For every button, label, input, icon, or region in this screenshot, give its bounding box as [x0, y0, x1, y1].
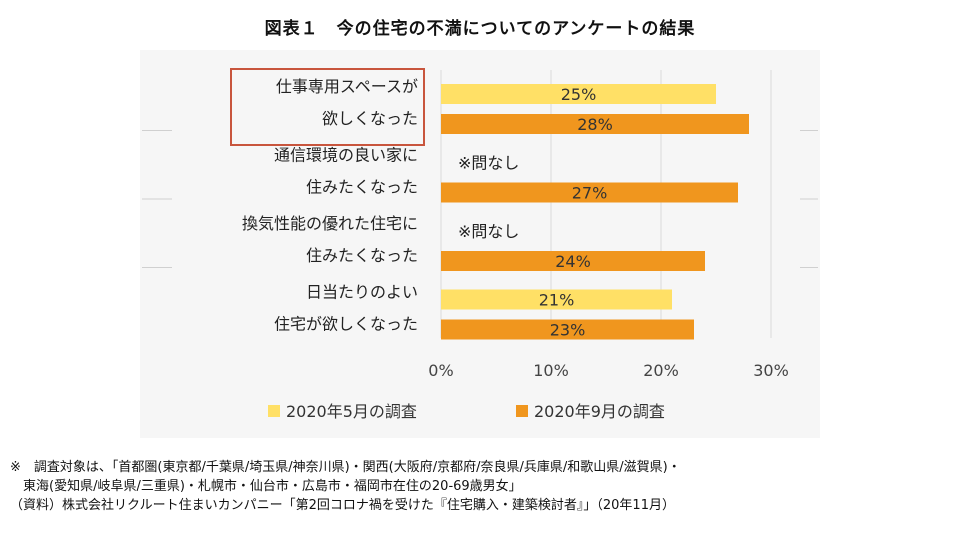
footnote-line: ※ 調査対象は、「首都圏(東京都/千葉県/埼玉県/神奈川県)・関西(大阪府/京都…	[10, 460, 681, 475]
category-label: 日当たりのよい	[306, 283, 418, 302]
highlight-box	[230, 68, 425, 146]
footnote-line: 東海(愛知県/岐阜県/三重県)・札幌市・仙台市・広島市・福岡市在住の20-69歳…	[10, 479, 522, 494]
legend-label: 2020年9月の調査	[534, 402, 665, 421]
data-label: 24%	[555, 252, 591, 271]
data-label: 27%	[572, 184, 608, 203]
category-label: 通信環境の良い家に	[274, 146, 418, 165]
bar	[441, 114, 749, 134]
legend-swatch	[516, 405, 528, 417]
x-tick-label: 20%	[643, 361, 679, 380]
bar	[441, 182, 738, 203]
category-label: 欲しくなった	[322, 109, 418, 128]
category-label: 住みたくなった	[306, 178, 418, 197]
bar	[441, 251, 705, 271]
chart-title: 図表１ 今の住宅の不満についてのアンケートの結果	[264, 19, 696, 39]
data-label: 28%	[577, 115, 613, 134]
category-label: 住みたくなった	[306, 246, 418, 265]
x-tick-label: 10%	[533, 361, 569, 380]
legend-swatch	[268, 405, 280, 417]
x-tick-label: 30%	[753, 361, 789, 380]
bar	[441, 289, 672, 310]
footnote-line: （資料）株式会社リクルート住まいカンパニー「第2回コロナ禍を受けた『住宅購入・建…	[10, 498, 675, 513]
data-label: 25%	[561, 85, 597, 104]
footnotes: ※ 調査対象は、「首都圏(東京都/千葉県/埼玉県/神奈川県)・関西(大阪府/京都…	[10, 458, 950, 515]
data-label: 21%	[539, 291, 575, 310]
bar	[441, 319, 694, 340]
missing-note: ※問なし	[458, 154, 519, 173]
category-label: 換気性能の優れた住宅に	[242, 214, 418, 233]
data-label: 23%	[550, 321, 586, 340]
bar	[441, 84, 716, 104]
category-label: 仕事専用スペースが	[276, 77, 418, 96]
x-tick-label: 0%	[428, 361, 453, 380]
category-label: 住宅が欲しくなった	[274, 315, 418, 334]
missing-note: ※問なし	[458, 222, 519, 241]
legend-label: 2020年5月の調査	[286, 402, 417, 421]
